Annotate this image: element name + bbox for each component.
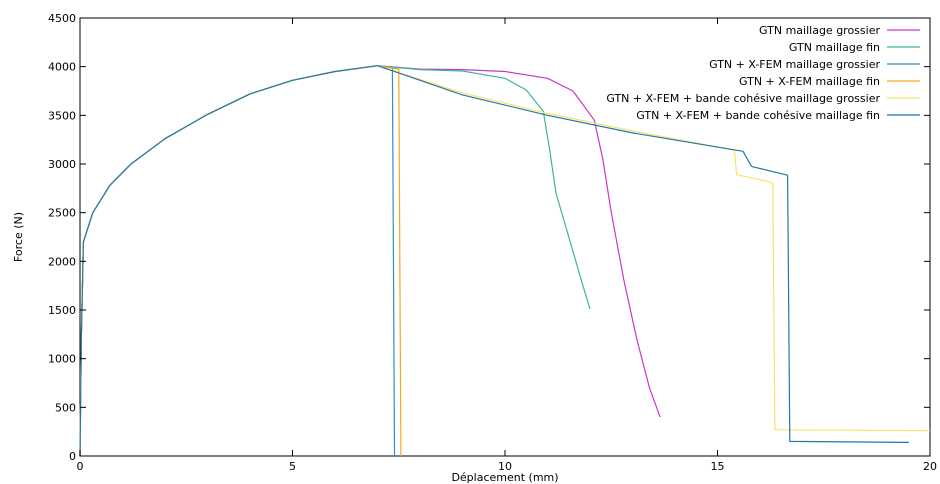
legend: GTN maillage grossier GTN maillage fin GTN… (606, 24, 920, 122)
x-tick-label: 10 (498, 460, 512, 473)
series-line-2 (79, 65, 591, 457)
series-line-5 (79, 65, 931, 457)
x-tick-label: 0 (77, 460, 84, 473)
y-tick-label: 4000 (48, 61, 76, 74)
ticks-layer: 0 500 1000 1500 2000 2500 3000 3500 4000 4500 0 5 10… (48, 12, 937, 473)
y-tick-label: 1500 (48, 304, 76, 317)
y-tick-label: 2500 (48, 207, 76, 220)
series-line-1 (79, 65, 661, 457)
series-line-4 (79, 65, 402, 457)
legend-label-6: GTN + X-FEM + bande cohésive maillage fi… (636, 109, 880, 122)
y-tick-label: 3000 (48, 158, 76, 171)
y-axis-label: Force (N) (12, 212, 25, 262)
series-line-6 (79, 65, 909, 457)
x-tick-label: 20 (923, 460, 937, 473)
x-tick-label: 15 (711, 460, 725, 473)
y-tick-label: 0 (69, 450, 76, 463)
legend-label-1: GTN maillage grossier (759, 24, 880, 37)
y-tick-label: 1000 (48, 353, 76, 366)
x-tick-label: 5 (289, 460, 296, 473)
y-tick-label: 500 (55, 401, 76, 414)
series-line-3 (79, 65, 396, 457)
legend-label-2: GTN maillage fin (789, 41, 880, 54)
legend-label-5: GTN + X-FEM + bande cohésive maillage gr… (606, 92, 880, 105)
legend-label-4: GTN + X-FEM maillage fin (739, 75, 880, 88)
series-layer (79, 65, 931, 457)
y-tick-label: 4500 (48, 12, 76, 25)
legend-label-3: GTN + X-FEM maillage grossier (709, 58, 880, 71)
y-tick-label: 3500 (48, 109, 76, 122)
x-axis-label: Déplacement (mm) (451, 471, 558, 484)
y-tick-label: 2000 (48, 255, 76, 268)
